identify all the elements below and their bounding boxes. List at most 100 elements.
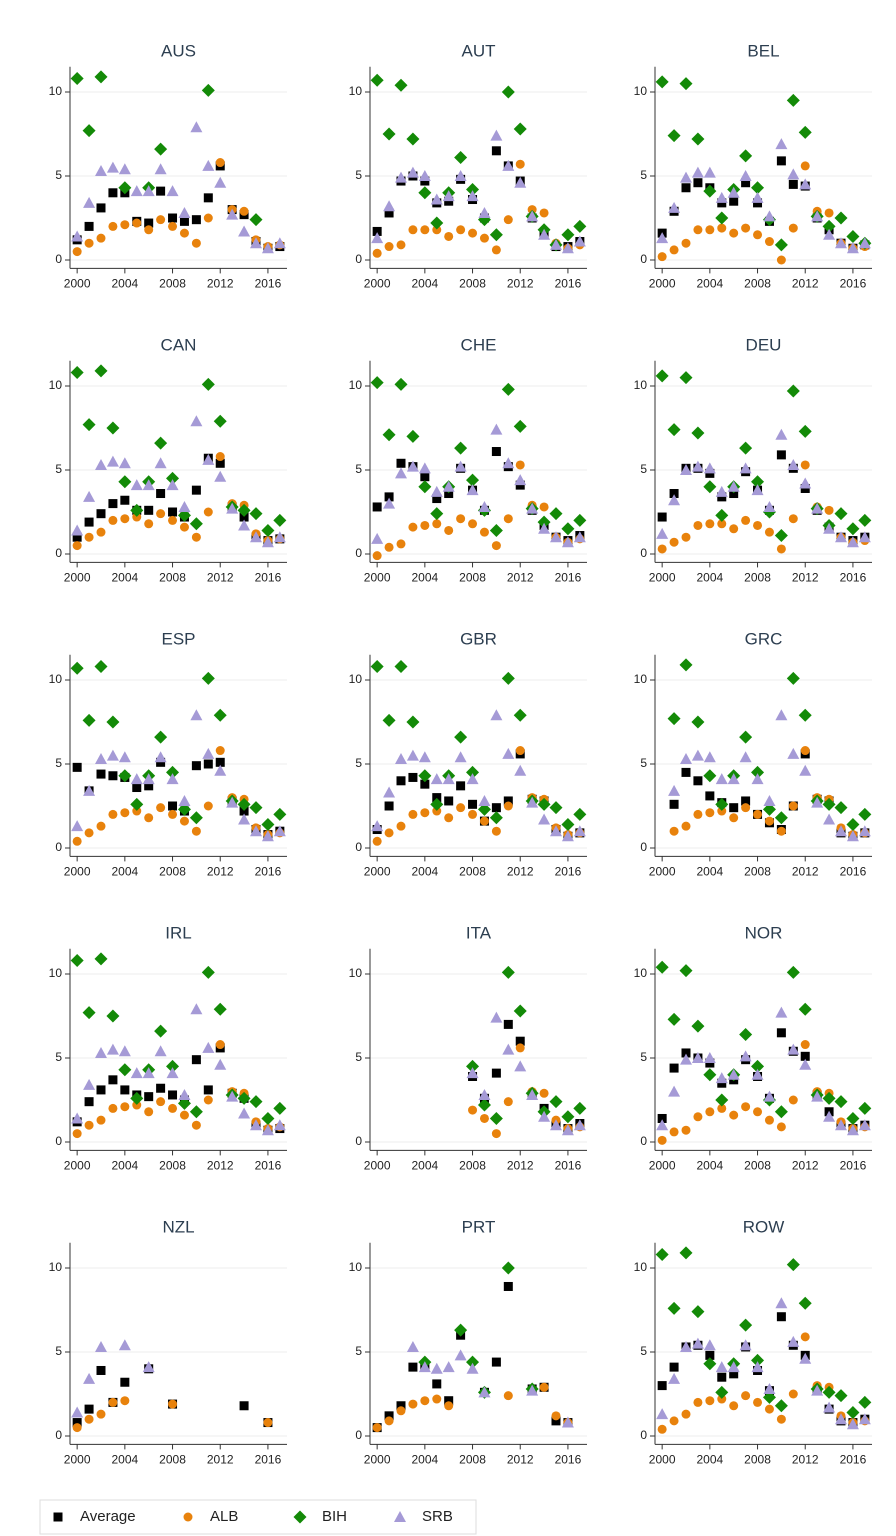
square-marker [239,1401,249,1411]
y-tick-label: 5 [640,168,647,182]
diamond-marker [466,1059,480,1073]
diamond-marker [549,1095,563,1109]
triangle-marker [846,242,859,254]
triangle-marker [846,830,859,842]
square-marker [432,793,442,803]
square-marker [717,198,727,208]
diamond-marker [177,802,191,816]
diamond-marker [466,765,480,779]
legend-label: BIH [322,1508,347,1525]
y-tick-label: 0 [355,546,362,560]
panel-title: ROW [743,1217,785,1236]
square-marker [191,215,201,225]
triangle-marker [550,825,562,837]
x-tick-label: 2012 [507,1453,534,1467]
circle-marker [753,1107,763,1117]
triangle-marker [142,773,155,785]
diamond-marker [834,1095,848,1109]
circle-marker [215,1040,225,1050]
diamond-marker [82,713,96,727]
square-marker [420,779,430,789]
circle-marker [444,813,454,823]
square-marker [108,771,118,781]
circle-marker [776,1122,786,1132]
square-marker [96,203,106,213]
y-tick-label: 5 [55,462,62,476]
circle-marker [669,537,679,547]
diamond-marker [293,1510,307,1524]
square-marker [741,178,751,188]
triangle-marker [95,164,107,176]
diamond-marker [786,93,800,107]
triangle-marker [751,1361,764,1373]
circle-marker [788,514,798,524]
circle-marker [432,1394,442,1404]
diamond-marker [739,1318,753,1332]
diamond-marker [667,712,681,726]
y-tick-label: 0 [640,1134,647,1148]
circle-marker [96,233,106,243]
circle-marker [717,806,727,816]
diamond-marker [249,801,263,815]
square-marker [156,186,166,196]
triangle-marker [226,1090,239,1102]
diamond-marker [394,377,408,391]
triangle-marker [238,1107,251,1119]
circle-marker [168,221,178,231]
triangle-marker [502,159,515,171]
legend-box [39,1499,477,1535]
x-tick-label: 2004 [411,1453,438,1467]
diamond-marker [70,954,84,968]
circle-marker [168,1399,178,1409]
circle-marker [741,515,751,525]
diamond-marker [846,817,860,831]
square-marker [168,801,178,811]
diamond-marker [189,517,203,531]
circle-marker [705,808,715,818]
x-tick-label: 2008 [459,865,486,879]
y-tick-label: 0 [55,840,62,854]
diamond-marker [655,369,669,383]
diamond-marker [130,503,144,517]
panel: GRC 0 5 10 2000 2004 2008 2012 2016 [634,629,872,879]
triangle-marker [668,1085,681,1097]
diamond-marker [715,1093,729,1107]
triangle-marker [727,1068,740,1080]
triangle-marker [395,467,407,479]
square-marker [72,1418,82,1428]
triangle-marker [846,1418,859,1430]
panel: ROW 0 5 10 2000 2004 2008 2012 2016 [634,1217,872,1467]
y-tick-label: 5 [355,462,362,476]
triangle-marker [858,237,871,249]
triangle-marker [490,423,503,435]
x-tick-label: 2008 [459,571,486,585]
x-tick-label: 2004 [111,277,138,291]
triangle-marker [526,796,539,808]
diamond-marker [94,952,108,966]
circle-marker [468,1105,478,1115]
x-tick-label: 2000 [649,277,676,291]
square-marker [191,761,201,771]
triangle-marker [502,747,515,759]
triangle-marker [573,531,586,543]
circle-marker [479,816,489,826]
triangle-marker [130,479,143,491]
circle-marker [156,1097,166,1107]
triangle-marker [466,484,479,496]
diamond-marker [751,765,765,779]
circle-marker [705,225,715,235]
diamond-marker [573,1101,587,1115]
triangle-marker [273,531,286,543]
square-marker [191,485,201,495]
diamond-marker [249,1095,263,1109]
circle-marker [156,509,166,519]
square-marker [72,532,82,542]
triangle-marker [273,1119,286,1131]
x-tick-label: 2008 [159,865,186,879]
circle-marker [120,1102,130,1112]
circle-marker [539,208,549,218]
circle-marker [669,826,679,836]
triangle-marker [656,527,669,539]
circle-marker [539,1382,549,1392]
triangle-marker [775,709,788,721]
